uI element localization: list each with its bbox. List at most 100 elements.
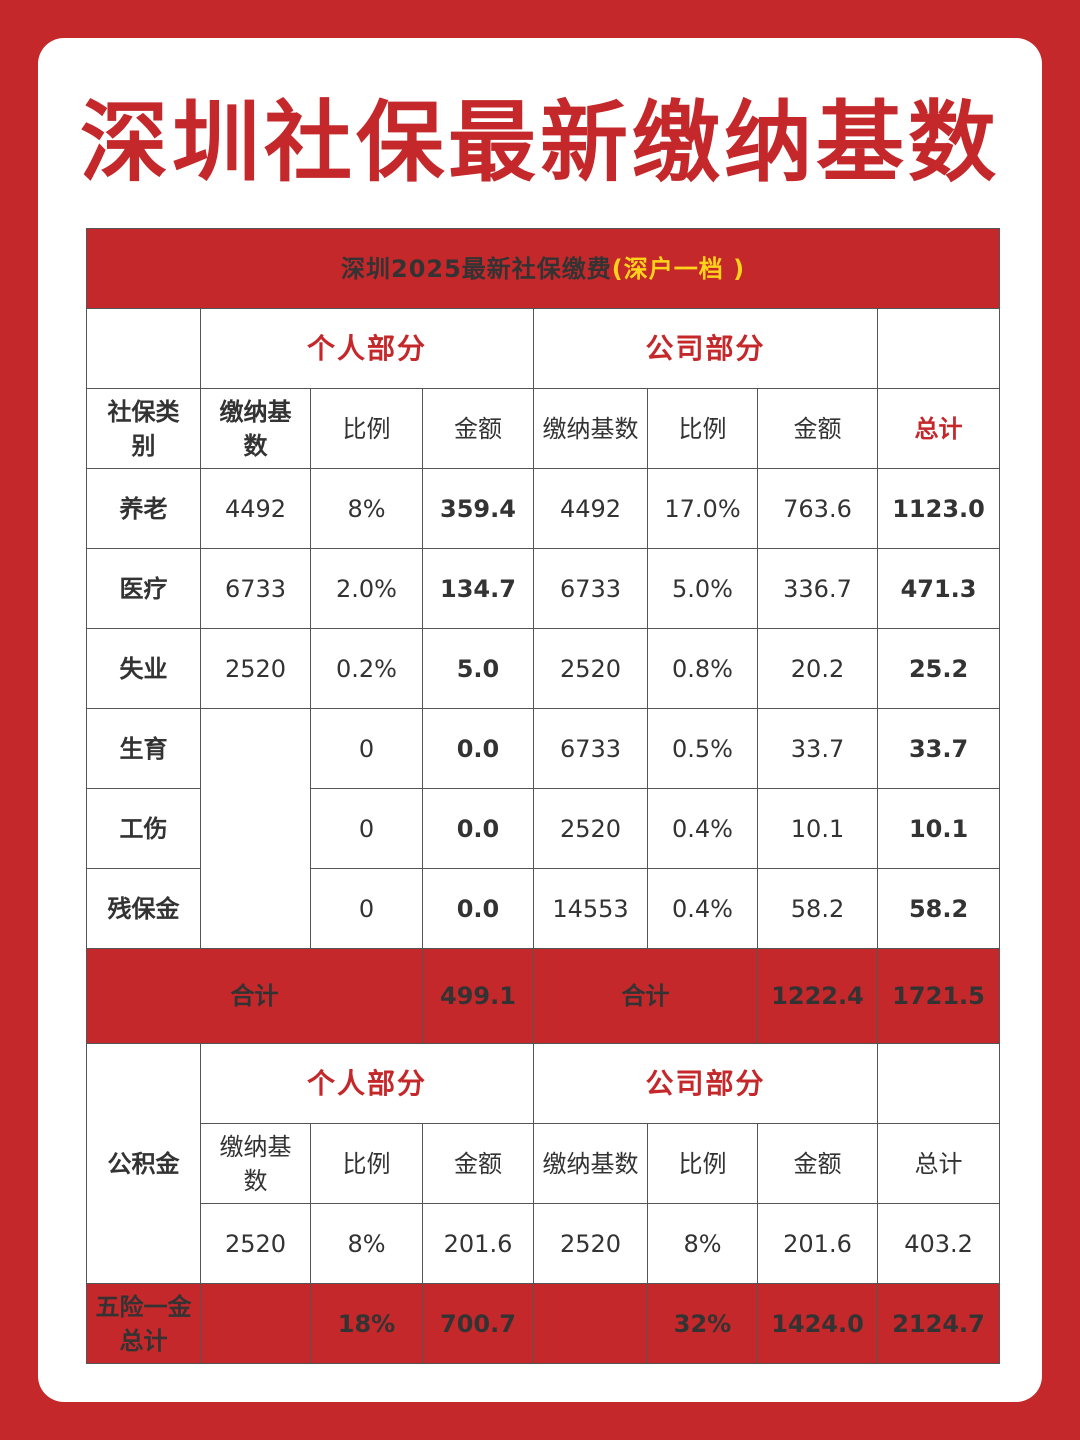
cell-personal-rate: 0 <box>310 788 423 869</box>
cell-total: 33.7 <box>876 708 1001 789</box>
empty-merged-cell <box>200 708 311 949</box>
table-row: 失业 2520 0.2% 5.0 2520 0.8% 20.2 25.2 <box>86 628 1001 709</box>
hf-personal-amount: 201.6 <box>422 1203 534 1284</box>
subtotal-row: 合计 499.1 合计 1222.4 1721.5 <box>86 948 1001 1044</box>
housing-fund-label: 公积金 <box>86 1043 201 1284</box>
hf-company-base: 2520 <box>533 1203 648 1284</box>
grand-total-label: 五险一金总计 <box>86 1283 201 1364</box>
section-personal: 个人部分 <box>200 1043 534 1124</box>
cell-company-rate: 0.5% <box>647 708 758 789</box>
cell-personal-amount: 0.0 <box>422 868 534 949</box>
table-header-tier: (深户一档 ) <box>611 254 746 283</box>
cell-company-base: 2520 <box>533 788 648 869</box>
grand-total-total: 2124.7 <box>876 1283 1001 1364</box>
cell-total: 471.3 <box>876 548 1001 629</box>
cell-company-amount: 336.7 <box>757 548 878 629</box>
table-row: 养老 4492 8% 359.4 4492 17.0% 763.6 1123.0 <box>86 468 1001 549</box>
cell-company-amount: 10.1 <box>757 788 878 869</box>
cell-company-base: 6733 <box>533 548 648 629</box>
section-personal: 个人部分 <box>200 308 534 389</box>
cell-personal-rate: 0.2% <box>310 628 423 709</box>
section-company: 公司部分 <box>533 308 878 389</box>
empty-cell <box>876 1043 1001 1124</box>
cell-personal-amount: 0.0 <box>422 788 534 869</box>
row-label: 医疗 <box>86 548 201 629</box>
cell-company-rate: 17.0% <box>647 468 758 549</box>
cell-company-base: 6733 <box>533 708 648 789</box>
empty-cell <box>533 1283 648 1364</box>
row-label: 养老 <box>86 468 201 549</box>
table-row: 生育 0 0.0 6733 0.5% 33.7 33.7 <box>86 708 1001 949</box>
hf-company-amount: 201.6 <box>757 1203 878 1284</box>
subtotal-company-label: 合计 <box>533 948 758 1044</box>
col-head-total: 总计 <box>876 388 1001 469</box>
grand-total-personal-rate: 18% <box>310 1283 423 1364</box>
cell-personal-rate: 0 <box>310 708 423 789</box>
cell-company-base: 4492 <box>533 468 648 549</box>
subtotal-total: 1721.5 <box>876 948 1001 1044</box>
hf-col-head-total: 总计 <box>876 1123 1001 1204</box>
cell-total: 1123.0 <box>876 468 1001 549</box>
hf-col-head-company-base: 缴纳基数 <box>533 1123 648 1204</box>
cell-personal-amount: 5.0 <box>422 628 534 709</box>
cell-personal-rate: 2.0% <box>310 548 423 629</box>
cell-total: 58.2 <box>876 868 1001 949</box>
hf-total: 403.2 <box>876 1203 1001 1284</box>
row-label: 生育 <box>86 708 201 789</box>
hf-col-head-company-rate: 比例 <box>647 1123 758 1204</box>
row-label: 失业 <box>86 628 201 709</box>
subtotal-company-amount: 1222.4 <box>757 948 878 1044</box>
cell-company-base: 14553 <box>533 868 648 949</box>
cell-company-amount: 58.2 <box>757 868 878 949</box>
section-company: 公司部分 <box>533 1043 878 1124</box>
col-head-personal-rate: 比例 <box>310 388 423 469</box>
cell-company-rate: 0.4% <box>647 868 758 949</box>
cell-personal-base: 4492 <box>200 468 311 549</box>
cell-personal-amount: 359.4 <box>422 468 534 549</box>
cell-company-amount: 33.7 <box>757 708 878 789</box>
cell-company-rate: 0.4% <box>647 788 758 869</box>
cell-personal-amount: 134.7 <box>422 548 534 629</box>
col-head-category: 社保类别 <box>86 388 201 469</box>
cell-company-rate: 5.0% <box>647 548 758 629</box>
grand-total-company-rate: 32% <box>647 1283 758 1364</box>
cell-personal-rate: 8% <box>310 468 423 549</box>
cell-personal-rate: 0 <box>310 868 423 949</box>
hf-personal-base: 2520 <box>200 1203 311 1284</box>
cell-total: 10.1 <box>876 788 1001 869</box>
contribution-table: 深圳2025最新社保缴费(深户一档 ) 个人部分 公司部分 社保类别 缴纳基数 … <box>85 228 1001 1364</box>
hf-col-head-company-amount: 金额 <box>757 1123 878 1204</box>
cell-company-base: 2520 <box>533 628 648 709</box>
cell-personal-base: 6733 <box>200 548 311 629</box>
cell-personal-amount: 0.0 <box>422 708 534 789</box>
empty-cell <box>86 308 201 389</box>
hf-col-head-personal-base: 缴纳基数 <box>200 1123 311 1204</box>
cell-total: 25.2 <box>876 628 1001 709</box>
cell-company-amount: 763.6 <box>757 468 878 549</box>
table-row: 2520 8% 201.6 2520 8% 201.6 403.2 <box>87 1203 1001 1284</box>
hf-company-rate: 8% <box>647 1203 758 1284</box>
grand-total-personal-amount: 700.7 <box>422 1283 534 1364</box>
col-head-company-amount: 金额 <box>757 388 878 469</box>
subtotal-personal-amount: 499.1 <box>422 948 534 1044</box>
col-head-company-base: 缴纳基数 <box>533 388 648 469</box>
table-row: 医疗 6733 2.0% 134.7 6733 5.0% 336.7 471.3 <box>86 548 1001 629</box>
subtotal-personal-label: 合计 <box>86 948 423 1044</box>
empty-cell <box>200 1283 311 1364</box>
col-head-personal-amount: 金额 <box>422 388 534 469</box>
col-head-company-rate: 比例 <box>647 388 758 469</box>
cell-company-amount: 20.2 <box>757 628 878 709</box>
cell-company-rate: 0.8% <box>647 628 758 709</box>
grand-total-company-amount: 1424.0 <box>757 1283 878 1364</box>
hf-personal-rate: 8% <box>310 1203 423 1284</box>
hf-col-head-personal-amount: 金额 <box>422 1123 534 1204</box>
row-label: 工伤 <box>86 788 201 869</box>
row-label: 残保金 <box>86 868 201 949</box>
empty-cell <box>876 308 1001 389</box>
table-header: 深圳2025最新社保缴费(深户一档 ) <box>85 228 1001 309</box>
page-title: 深圳社保最新缴纳基数 <box>79 91 1000 194</box>
table-row: 工伤 0 0.0 2520 0.4% 10.1 10.1 <box>86 788 1001 869</box>
col-head-personal-base: 缴纳基数 <box>200 388 311 469</box>
table-header-main: 深圳2025最新社保缴费 <box>341 254 612 283</box>
hf-col-head-personal-rate: 比例 <box>310 1123 423 1204</box>
